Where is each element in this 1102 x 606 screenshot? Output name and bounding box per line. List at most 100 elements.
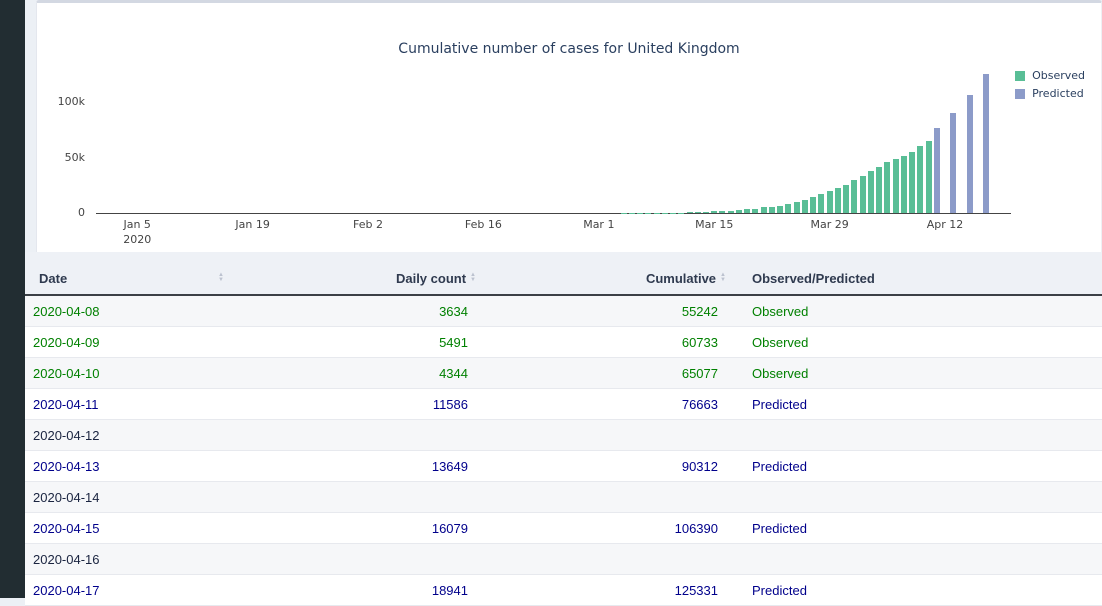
cumulative-cell: 55242 [480,296,730,326]
bar-observed[interactable] [769,207,775,213]
bar-observed[interactable] [827,191,833,213]
cumulative-cell: 76663 [480,389,730,419]
status-cell: Predicted [730,513,1102,543]
date-cell: 2020-04-08 [25,296,230,326]
bar-observed[interactable] [794,202,800,213]
bar-observed[interactable] [810,197,816,213]
daily-count-cell: 4344 [230,358,480,388]
cumulative-cell [480,482,730,512]
bar-observed[interactable] [703,212,709,213]
legend-item-observed[interactable]: Observed [1015,69,1085,82]
bar-observed[interactable] [851,180,857,213]
column-header-observed-predicted: Observed/Predicted [730,262,1102,294]
date-cell: 2020-04-14 [25,482,230,512]
bar-predicted[interactable] [934,128,940,213]
bar-observed[interactable] [868,171,874,213]
status-cell: Predicted [730,451,1102,481]
cumulative-cell: 106390 [480,513,730,543]
status-cell [730,482,1102,512]
bar-observed[interactable] [711,211,717,213]
bar-observed[interactable] [802,200,808,213]
legend-item-predicted[interactable]: Predicted [1015,87,1085,100]
x-tick-label: Feb 16 [443,217,523,232]
bar-observed[interactable] [884,162,890,213]
bar-predicted[interactable] [967,95,973,213]
sort-icon[interactable]: ▲▼ [470,273,476,283]
date-cell: 2020-04-17 [25,575,230,605]
daily-count-cell: 3634 [230,296,480,326]
bar-observed[interactable] [917,146,923,213]
data-table: Date ▲▼ Daily count ▲▼ Cumulative ▲▼ Observed/… [25,252,1102,606]
bar-observed[interactable] [777,206,783,213]
bar-observed[interactable] [843,185,849,213]
bar-observed[interactable] [752,209,758,213]
bar-observed[interactable] [860,176,866,213]
bar-predicted[interactable] [983,74,989,213]
date-cell: 2020-04-09 [25,327,230,357]
column-header-label: Cumulative [646,271,716,286]
chart-legend: Observed Predicted [1015,69,1085,105]
observed-legend-swatch-icon [1015,71,1025,81]
table-row: 2020-04-16 [25,544,1102,575]
status-cell: Observed [730,296,1102,326]
table-header-row: Date ▲▼ Daily count ▲▼ Cumulative ▲▼ Observed/… [25,252,1102,296]
cumulative-cell: 125331 [480,575,730,605]
legend-label: Observed [1032,69,1085,82]
cumulative-cell: 65077 [480,358,730,388]
cumulative-cell: 60733 [480,327,730,357]
status-cell [730,420,1102,450]
x-tick-label: Mar 29 [790,217,870,232]
column-header-label: Observed/Predicted [752,271,875,286]
bar-predicted[interactable] [950,113,956,213]
cumulative-cell [480,420,730,450]
bar-observed[interactable] [876,167,882,214]
bar-observed[interactable] [744,209,750,213]
bar-observed[interactable] [818,194,824,213]
date-cell: 2020-04-15 [25,513,230,543]
column-header-date[interactable]: Date ▲▼ [25,262,230,294]
daily-count-cell: 11586 [230,389,480,419]
status-cell [730,544,1102,574]
x-tick-label: Apr 12 [905,217,985,232]
daily-count-cell [230,420,480,450]
bar-observed[interactable] [761,207,767,213]
bar-observed[interactable] [728,211,734,213]
bar-observed[interactable] [736,210,742,213]
x-tick-label: Feb 2 [328,217,408,232]
status-cell: Observed [730,358,1102,388]
column-header-label: Date [39,271,67,286]
daily-count-cell: 16079 [230,513,480,543]
bar-observed[interactable] [687,212,693,213]
daily-count-cell: 13649 [230,451,480,481]
sort-icon[interactable]: ▲▼ [720,273,726,283]
bar-observed[interactable] [719,211,725,213]
bar-observed[interactable] [678,213,684,214]
bar-observed[interactable] [835,188,841,213]
sort-icon[interactable]: ▲▼ [218,273,224,283]
bar-observed[interactable] [785,204,791,213]
x-tick-label: Mar 1 [559,217,639,232]
table-row: 2020-04-12 [25,420,1102,451]
column-header-daily-count[interactable]: Daily count ▲▼ [230,262,480,294]
bar-observed[interactable] [909,152,915,213]
bar-observed[interactable] [901,156,907,213]
bar-observed[interactable] [926,141,932,213]
bar-observed[interactable] [695,212,701,213]
predicted-legend-swatch-icon [1015,89,1025,99]
column-header-label: Daily count [396,271,466,286]
daily-count-cell: 18941 [230,575,480,605]
bar-observed[interactable] [893,159,899,213]
column-header-cumulative[interactable]: Cumulative ▲▼ [480,262,730,294]
table-row: 2020-04-14 [25,482,1102,513]
date-cell: 2020-04-16 [25,544,230,574]
status-cell: Predicted [730,575,1102,605]
sidebar[interactable] [0,0,25,598]
daily-count-cell [230,482,480,512]
daily-count-cell [230,544,480,574]
